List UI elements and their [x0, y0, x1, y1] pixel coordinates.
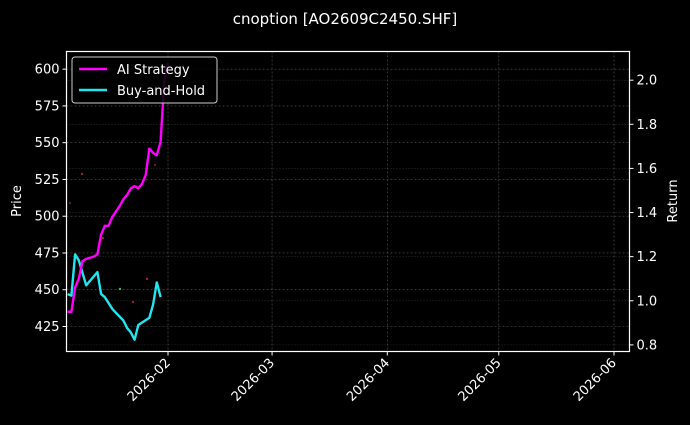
y-tick-label: 475 [35, 246, 60, 261]
y-tick-label: 450 [35, 283, 60, 298]
legend-box [71, 56, 218, 104]
x-tick-label: 2026-05 [456, 356, 505, 405]
legend-label-buy-and-hold: Buy-and-Hold [117, 84, 205, 99]
y-tick-label: 500 [35, 210, 60, 225]
y-axis-right: 0.8 1.0 1.2 1.4 1.6 1.8 2.0 [629, 74, 658, 353]
y2-tick-label: 1.6 [637, 162, 658, 177]
y2-tick-label: 1.8 [637, 118, 658, 133]
x-tick-label: 2026-03 [229, 356, 278, 405]
y-tick-label: 425 [35, 320, 60, 335]
legend-label-ai-strategy: AI Strategy [117, 63, 190, 78]
legend: AI Strategy Buy-and-Hold [71, 56, 218, 104]
y-tick-label: 600 [35, 63, 60, 78]
y2-tick-label: 1.2 [637, 250, 658, 265]
x-tick-label: 2026-06 [571, 356, 620, 405]
x-tick-label: 2026-04 [344, 356, 393, 405]
scatter-dots [68, 163, 157, 304]
y2-tick-label: 2.0 [637, 74, 658, 89]
x-axis: 2026-02 2026-03 2026-04 2026-05 2026-06 [125, 351, 620, 405]
y-axis-label-price: Price [10, 185, 25, 217]
y2-tick-label: 1.0 [637, 294, 658, 309]
plot-frame [65, 50, 631, 353]
plot-lines [67, 62, 170, 341]
x-tick-label: 2026-02 [125, 356, 174, 405]
y-tick-label: 575 [35, 99, 60, 114]
y2-tick-label: 1.4 [637, 206, 658, 221]
y-axis-left: 425 450 475 500 525 550 575 600 [35, 63, 67, 335]
y2-tick-label: 0.8 [637, 338, 658, 353]
y-tick-label: 525 [35, 173, 60, 188]
series-line-buy-and-hold [67, 253, 162, 341]
series-line-ai-strategy [67, 62, 170, 313]
y-axis-label-return: Return [666, 179, 681, 222]
chart-title: cnoption [AO2609C2450.SHF] [233, 10, 457, 28]
y-tick-label: 550 [35, 136, 60, 151]
